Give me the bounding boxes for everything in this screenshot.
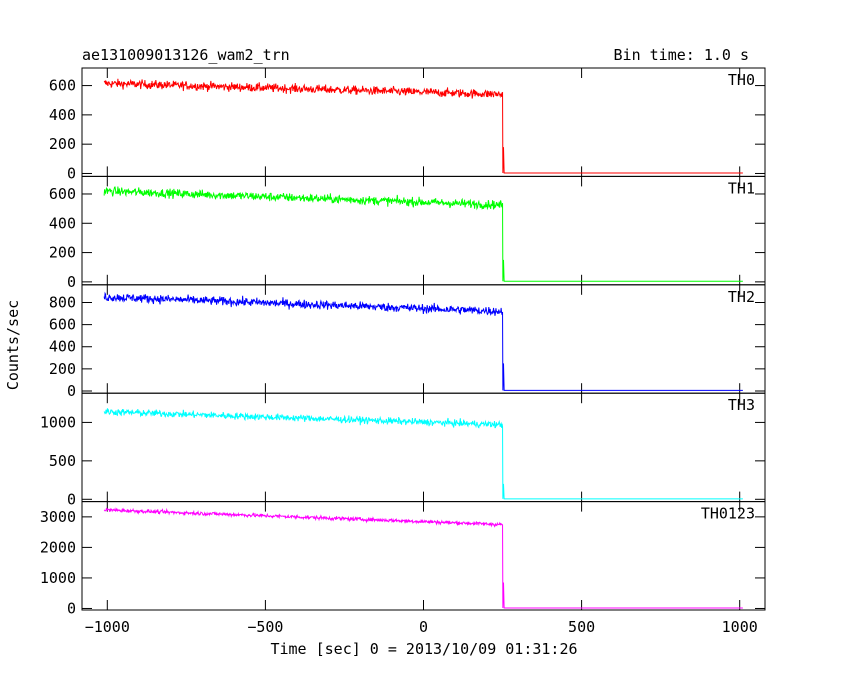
x-axis: −1000 −500 0 500 1000	[85, 618, 758, 636]
y-tick-label: 0	[67, 599, 76, 617]
y-tick-label: 200	[49, 244, 76, 262]
y-tick-label: 200	[49, 135, 76, 153]
panel-th0123: 0 1000 2000 3000 TH0123	[40, 501, 766, 617]
panel-frame	[81, 284, 766, 394]
panel-frame	[81, 501, 766, 611]
x-axis-label: Time [sec] 0 = 2013/10/09 01:31:26	[270, 640, 577, 658]
y-tick-label: 1000	[40, 569, 76, 587]
series-line-th3	[103, 408, 743, 500]
panel-label: TH0123	[701, 505, 755, 523]
y-tick-label: 2000	[40, 538, 76, 556]
y-tick-label: 600	[49, 316, 76, 334]
panel-th2: 0 200 400 600 800 TH2	[49, 284, 766, 400]
panels-group: 0 200 400 600 TH0 0 200 400 600 TH1 0 200 400 600 800 T…	[40, 67, 766, 617]
chart-title: ae131009013126_wam2_trn	[82, 46, 290, 64]
bin-time-label: Bin time: 1.0 s	[614, 46, 749, 64]
series-line-th0123	[103, 507, 743, 609]
panel-label: TH0	[728, 71, 755, 89]
y-tick-label: 400	[49, 338, 76, 356]
y-tick-label: 3000	[40, 508, 76, 526]
x-tick-label: 1000	[722, 618, 758, 636]
y-tick-label: 400	[49, 106, 76, 124]
panel-th3: 0 500 1000 TH3	[40, 392, 766, 508]
y-tick-label: 1000	[40, 413, 76, 431]
panel-label: TH3	[728, 396, 755, 414]
series-line-th2	[103, 291, 743, 391]
y-axis-label: Counts/sec	[4, 300, 22, 390]
panel-frame	[81, 392, 766, 503]
y-tick-label: 500	[49, 452, 76, 470]
y-tick-label: 200	[49, 360, 76, 378]
y-tick-label: 0	[67, 382, 76, 400]
y-tick-label: 800	[49, 293, 76, 311]
panel-th1: 0 200 400 600 TH1	[49, 175, 766, 291]
series-line-th1	[103, 186, 743, 282]
y-tick-label: 0	[67, 490, 76, 508]
y-tick-label: 0	[67, 273, 76, 291]
panel-label: TH1	[728, 179, 755, 197]
x-tick-label: −1000	[85, 618, 130, 636]
series-line-th0	[103, 78, 743, 174]
panel-th0: 0 200 400 600 TH0	[49, 67, 766, 182]
y-tick-label: 400	[49, 214, 76, 232]
x-tick-label: −500	[247, 618, 283, 636]
panel-label: TH2	[728, 288, 755, 306]
y-tick-label: 600	[49, 77, 76, 95]
x-tick-label: 500	[568, 618, 595, 636]
y-tick-label: 600	[49, 185, 76, 203]
x-tick-label: 0	[419, 618, 428, 636]
y-tick-label: 0	[67, 164, 76, 182]
